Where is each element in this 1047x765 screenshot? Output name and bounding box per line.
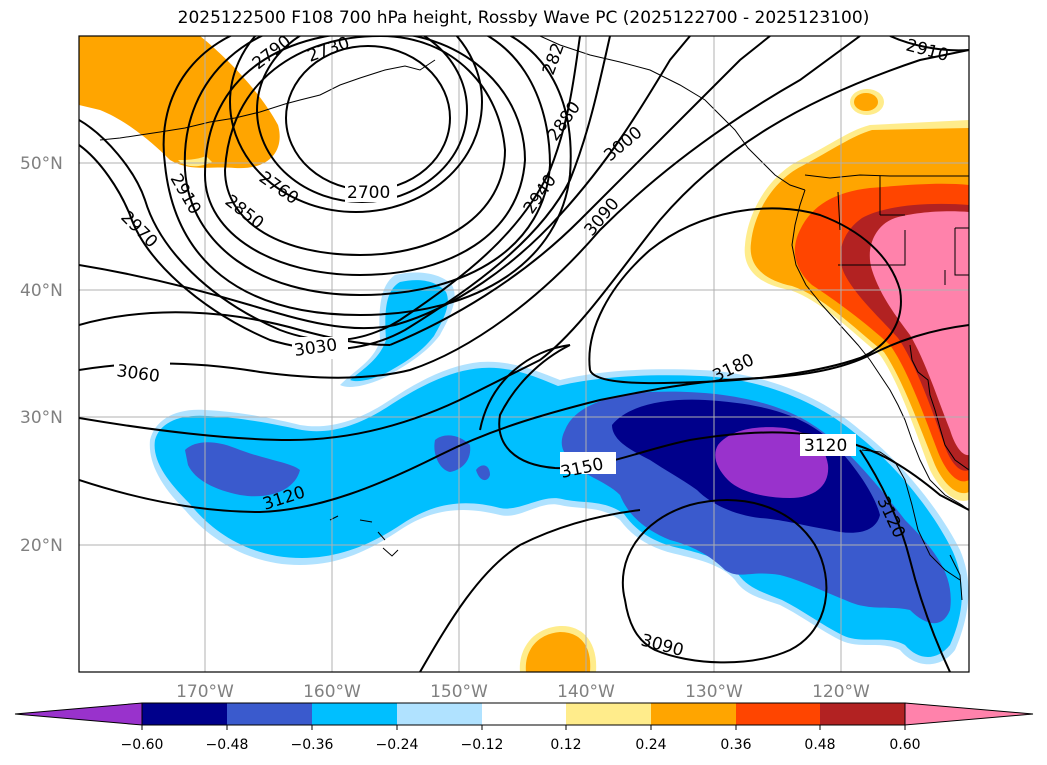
colorbar-segment xyxy=(142,703,227,725)
map-title: 2025122500 F108 700 hPa height, Rossby W… xyxy=(177,8,870,28)
latitude-labels: 50°N 40°N 30°N 20°N xyxy=(20,154,63,556)
colorbar: −0.60 −0.48 −0.36 −0.24 −0.12 0.12 0.24 … xyxy=(14,702,1034,753)
plot-frame xyxy=(78,35,970,673)
colorbar-tick: 0.48 xyxy=(804,737,835,753)
colorbar-tick: −0.36 xyxy=(291,737,334,753)
lat-label: 50°N xyxy=(20,154,63,174)
contour-3180 xyxy=(588,207,902,385)
colorbar-segment xyxy=(651,703,736,725)
colorbar-extend-low xyxy=(14,702,143,726)
lon-label: 120°W xyxy=(812,682,870,702)
colorbar-tick: −0.12 xyxy=(461,737,504,753)
lon-label: 160°W xyxy=(303,682,361,702)
lon-label: 150°W xyxy=(430,682,488,702)
positive-anomaly-nw xyxy=(79,36,280,169)
contour-label: 3120 xyxy=(804,436,847,456)
colorbar-tick: 0.12 xyxy=(550,737,581,753)
colorbar-segment xyxy=(566,703,651,725)
lon-label: 170°W xyxy=(176,682,234,702)
colorbar-tick: 0.24 xyxy=(635,737,666,753)
colorbar-tick: −0.48 xyxy=(206,737,249,753)
colorbar-segment xyxy=(397,703,482,725)
lon-label: 130°W xyxy=(685,682,743,702)
coastlines xyxy=(99,36,969,601)
colorbar-segment xyxy=(312,703,397,725)
height-contours xyxy=(79,36,969,672)
colorbar-tick: −0.60 xyxy=(121,737,164,753)
colorbar-tick: −0.24 xyxy=(376,737,419,753)
lat-label: 20°N xyxy=(20,536,63,556)
contour-label: 2700 xyxy=(347,183,390,203)
longitude-labels: 170°W 160°W 150°W 140°W 130°W 120°W xyxy=(176,682,870,702)
colorbar-segment xyxy=(820,703,905,725)
colorbar-segment xyxy=(736,703,820,725)
lat-label: 30°N xyxy=(20,408,63,428)
lon-label: 140°W xyxy=(557,682,615,702)
contour-3090 xyxy=(621,499,828,664)
colorbar-segment xyxy=(227,703,312,725)
lat-label: 40°N xyxy=(20,281,63,301)
colorbar-extend-high xyxy=(904,702,1034,726)
colorbar-tick: 0.36 xyxy=(720,737,751,753)
colorbar-tick: 0.60 xyxy=(889,737,920,753)
colorbar-segment xyxy=(482,703,566,725)
